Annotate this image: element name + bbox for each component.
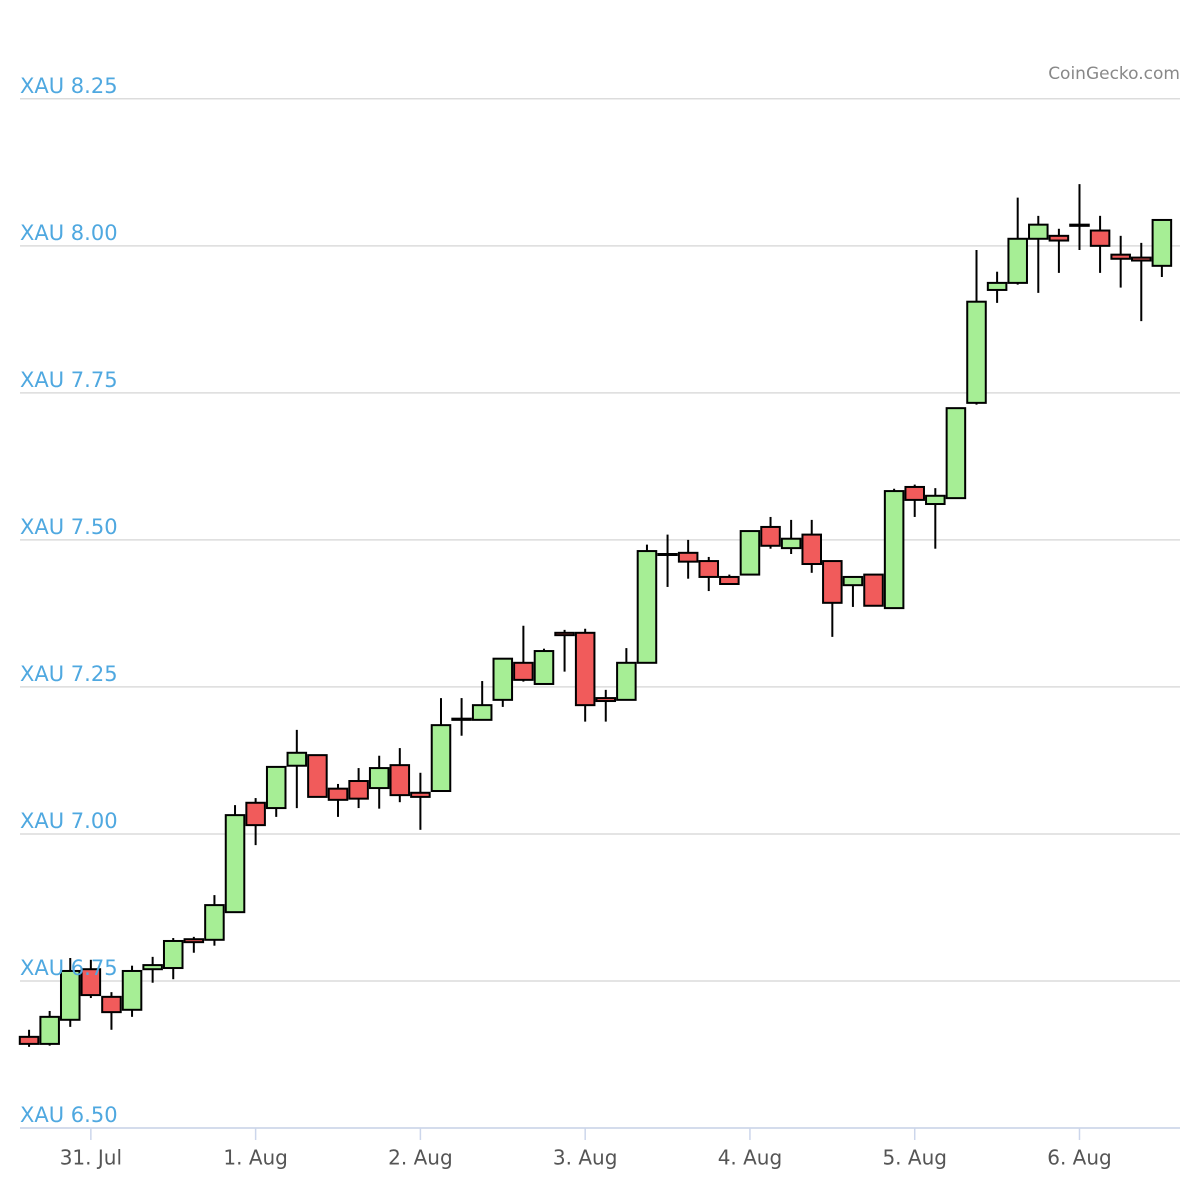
- candle-body: [554, 631, 575, 637]
- candle-body: [883, 490, 905, 610]
- candle-body: [822, 560, 843, 604]
- attribution: CoinGecko.com: [1048, 64, 1180, 84]
- y-tick-label: XAU 8.25: [20, 74, 118, 98]
- candle-body: [265, 765, 287, 810]
- x-tick-label: 4. Aug: [718, 1146, 783, 1170]
- candle-body: [986, 281, 1008, 291]
- y-tick-label: XAU 6.50: [20, 1103, 118, 1127]
- candle-body: [966, 300, 987, 404]
- candle-body: [616, 661, 637, 701]
- y-tick-label: XAU 7.00: [20, 809, 118, 833]
- candle-body: [657, 553, 678, 557]
- candle-body: [430, 724, 452, 793]
- candle-body: [471, 704, 493, 721]
- candle-body: [1007, 237, 1028, 284]
- candle-body: [162, 939, 184, 970]
- x-tick-label: 31. Jul: [60, 1146, 122, 1170]
- candle-body: [327, 787, 349, 801]
- candle-body: [719, 575, 740, 585]
- candle-body: [1028, 223, 1049, 240]
- candle-body: [863, 573, 884, 607]
- candle-body: [760, 525, 781, 547]
- candle-body: [780, 537, 802, 550]
- y-tick-label: XAU 7.25: [20, 662, 118, 686]
- candle-body: [925, 494, 946, 506]
- candle-body: [513, 661, 534, 681]
- candle-body: [451, 717, 472, 721]
- candle-body: [1110, 253, 1131, 260]
- candle-body: [801, 533, 823, 566]
- candle-body: [677, 551, 699, 563]
- candle-body: [286, 751, 308, 767]
- x-tick-label: 2. Aug: [388, 1146, 453, 1170]
- x-tick-label: 5. Aug: [882, 1146, 947, 1170]
- candle-body: [636, 550, 658, 664]
- x-tick-label: 1. Aug: [223, 1146, 288, 1170]
- candle-body: [348, 780, 369, 800]
- candle-body: [1151, 218, 1173, 267]
- candle-body: [945, 407, 967, 500]
- candle-body: [80, 968, 102, 997]
- candle-body: [101, 995, 122, 1014]
- candle-body: [595, 697, 617, 703]
- candle-body: [142, 964, 163, 971]
- candle-body: [1048, 234, 1070, 242]
- candle-body: [904, 485, 925, 501]
- candle-body: [39, 1015, 60, 1045]
- candle-body: [121, 969, 143, 1011]
- candle-body: [574, 631, 596, 707]
- candle-body: [224, 814, 246, 914]
- candle-body: [183, 938, 205, 944]
- candle-body: [307, 754, 328, 798]
- candle-body: [739, 530, 761, 576]
- x-tick-label: 6. Aug: [1047, 1146, 1112, 1170]
- candle-body: [245, 801, 266, 827]
- y-tick-label: XAU 7.50: [20, 515, 118, 539]
- candle-body: [389, 764, 411, 797]
- candle-body: [1089, 229, 1111, 247]
- candle-body: [204, 904, 225, 941]
- candle-body: [698, 560, 720, 578]
- candle-body: [533, 650, 555, 685]
- y-tick-label: XAU 6.75: [20, 956, 118, 980]
- x-tick-label: 3. Aug: [553, 1146, 618, 1170]
- candle-body: [1131, 256, 1152, 262]
- candle-body: [410, 791, 431, 798]
- candle-body: [1069, 223, 1090, 227]
- y-tick-label: XAU 7.75: [20, 368, 118, 392]
- candle-body: [842, 575, 864, 587]
- candle-body: [18, 1035, 40, 1045]
- candle-body: [368, 767, 390, 790]
- candle-body: [492, 657, 514, 701]
- candle-body: [59, 969, 81, 1021]
- y-tick-label: XAU 8.00: [20, 221, 118, 245]
